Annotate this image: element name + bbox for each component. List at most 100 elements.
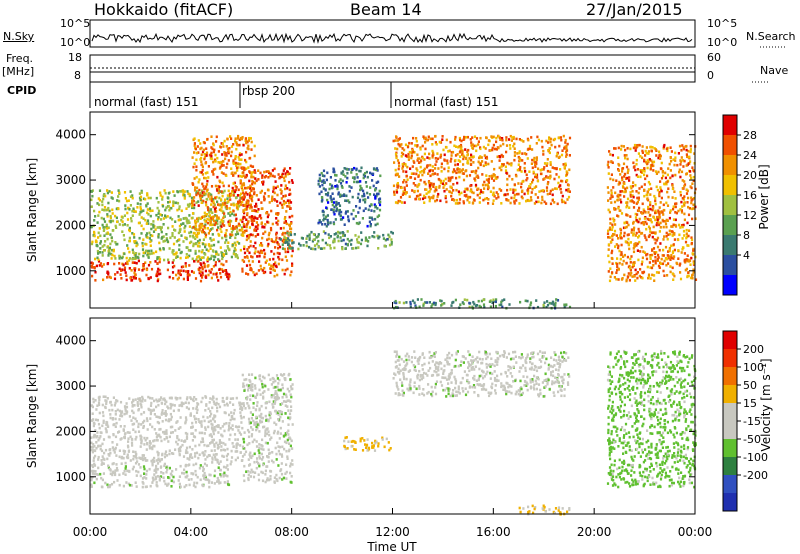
heat-cell bbox=[624, 226, 627, 229]
heat-cell bbox=[661, 171, 664, 174]
heat-cell bbox=[186, 457, 189, 460]
heat-cell bbox=[523, 166, 526, 170]
heat-cell bbox=[281, 233, 284, 236]
heat-cell bbox=[263, 197, 266, 201]
heat-cell bbox=[198, 188, 201, 192]
heat-cell bbox=[131, 467, 134, 471]
heat-cell bbox=[416, 185, 419, 189]
heat-cell bbox=[419, 160, 422, 164]
heat-cell bbox=[216, 459, 219, 462]
heat-cell bbox=[146, 208, 149, 211]
heat-cell bbox=[223, 481, 226, 484]
heat-cell bbox=[200, 276, 204, 279]
heat-cell bbox=[208, 454, 211, 457]
heat-cell bbox=[546, 300, 549, 303]
heat-cell bbox=[340, 172, 343, 175]
heat-cell bbox=[157, 233, 160, 236]
heat-cell bbox=[625, 279, 628, 283]
heat-cell bbox=[543, 200, 546, 204]
freq-tick-right-bottom: 0 bbox=[707, 69, 714, 82]
heat-cell bbox=[683, 212, 686, 216]
heat-cell bbox=[371, 235, 374, 238]
heat-cell bbox=[641, 151, 644, 154]
heat-cell bbox=[438, 140, 441, 144]
heat-cell bbox=[142, 251, 145, 254]
heat-cell bbox=[437, 177, 440, 181]
heat-cell bbox=[383, 244, 386, 248]
heat-cell bbox=[683, 180, 686, 183]
heat-cell bbox=[212, 272, 215, 276]
heat-cell bbox=[335, 203, 338, 206]
heat-cell bbox=[140, 423, 143, 426]
heat-cell bbox=[348, 239, 351, 243]
heat-cell bbox=[192, 407, 195, 410]
heat-cell bbox=[627, 241, 630, 245]
heat-cell bbox=[333, 237, 336, 241]
heat-cell bbox=[647, 235, 651, 238]
heat-cell bbox=[231, 424, 234, 427]
heat-cell bbox=[182, 277, 185, 281]
heat-cell bbox=[614, 245, 617, 248]
heat-cell bbox=[126, 244, 129, 247]
heat-cell bbox=[240, 408, 244, 412]
heat-cell bbox=[227, 212, 230, 215]
heat-cell bbox=[626, 186, 629, 190]
heat-cell bbox=[222, 164, 225, 167]
heat-cell bbox=[632, 222, 635, 225]
heat-cell bbox=[149, 396, 152, 400]
heat-cell bbox=[619, 198, 622, 202]
heat-cell bbox=[239, 181, 242, 185]
heat-cell bbox=[172, 201, 175, 205]
heat-cell bbox=[529, 301, 533, 304]
heat-cell bbox=[347, 199, 350, 202]
heat-cell bbox=[666, 274, 669, 277]
heat-cell bbox=[128, 236, 131, 240]
heat-cell bbox=[198, 241, 201, 245]
heat-cell bbox=[613, 207, 616, 210]
heat-cell bbox=[106, 397, 109, 400]
heat-cell bbox=[211, 217, 215, 220]
heat-cell bbox=[458, 198, 462, 201]
heat-cell bbox=[218, 167, 222, 170]
heat-cell bbox=[219, 145, 222, 149]
heat-cell bbox=[97, 260, 101, 263]
heat-cell bbox=[447, 166, 450, 169]
heat-cell bbox=[431, 143, 434, 146]
heat-cell bbox=[412, 182, 415, 185]
heat-cell bbox=[398, 175, 401, 178]
heat-cell bbox=[196, 190, 199, 193]
heat-cell bbox=[687, 205, 690, 209]
freq-tick-left-top: 18 bbox=[68, 51, 82, 64]
heat-cell bbox=[366, 224, 369, 228]
heat-cell bbox=[400, 155, 403, 158]
heat-cell bbox=[140, 189, 143, 193]
heat-cell bbox=[318, 219, 321, 222]
heat-cell bbox=[268, 263, 271, 266]
heat-cell bbox=[450, 151, 453, 154]
heat-cell bbox=[650, 266, 654, 270]
heat-cell bbox=[654, 231, 657, 234]
heat-cell bbox=[411, 165, 414, 168]
heat-cell bbox=[245, 225, 248, 229]
heat-cell bbox=[617, 244, 620, 248]
heat-cell bbox=[376, 169, 379, 172]
heat-cell bbox=[291, 246, 294, 250]
heat-cell bbox=[214, 414, 217, 418]
heat-cell bbox=[99, 240, 102, 243]
heat-cell bbox=[235, 147, 238, 151]
nave-label: Nave bbox=[760, 64, 789, 77]
heat-cell bbox=[669, 270, 672, 274]
heat-cell bbox=[189, 414, 192, 417]
heat-cell bbox=[221, 425, 224, 428]
heat-cell bbox=[654, 170, 658, 173]
heat-cell bbox=[692, 260, 695, 263]
heat-cell bbox=[630, 228, 633, 232]
heat-cell bbox=[170, 479, 173, 483]
heat-cell bbox=[477, 176, 480, 179]
heat-cell bbox=[188, 458, 191, 461]
heat-cell bbox=[227, 277, 230, 281]
heat-cell bbox=[329, 221, 332, 225]
heat-cell bbox=[266, 188, 270, 192]
heat-cell bbox=[479, 136, 482, 140]
heat-cell bbox=[95, 441, 98, 444]
